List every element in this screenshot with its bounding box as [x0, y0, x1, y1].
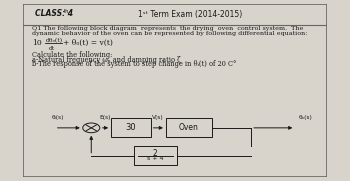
Bar [111, 118, 150, 137]
Text: 30: 30 [126, 123, 136, 132]
Text: b-The response of the system to step change in θᵢ(t) of 20 C°: b-The response of the system to step cha… [32, 60, 236, 68]
Text: a-Natural frequency ωₙ and damping ratio ζ: a-Natural frequency ωₙ and damping ratio… [32, 56, 181, 64]
Bar [166, 118, 211, 137]
Text: dθₒ(t): dθₒ(t) [46, 38, 63, 43]
Text: 10: 10 [32, 39, 42, 47]
Text: 1ˢᵗ Term Exam (2014-2015): 1ˢᵗ Term Exam (2014-2015) [138, 10, 242, 19]
Text: E(s): E(s) [100, 115, 111, 120]
Text: θₒ(s): θₒ(s) [298, 115, 312, 120]
Text: CLASS: 4: CLASS: 4 [35, 9, 73, 18]
Text: V(s): V(s) [152, 115, 164, 120]
Bar [134, 146, 176, 165]
Text: Q1 The following block diagram  represents  the drying  oven  control system.  T: Q1 The following block diagram represent… [32, 26, 303, 31]
Text: + θₒ(t) = v(t): + θₒ(t) = v(t) [63, 39, 113, 47]
Text: 2: 2 [153, 149, 158, 158]
Text: θᵢ(s): θᵢ(s) [52, 115, 64, 120]
Text: dynamic behavior of the oven can be represented by following differential equati: dynamic behavior of the oven can be repr… [32, 31, 307, 36]
Text: th: th [64, 9, 69, 14]
Text: s + 4: s + 4 [147, 156, 163, 161]
Text: Calculate the following:: Calculate the following: [32, 51, 112, 59]
Text: Oven: Oven [179, 123, 199, 132]
Text: dt: dt [49, 46, 56, 51]
